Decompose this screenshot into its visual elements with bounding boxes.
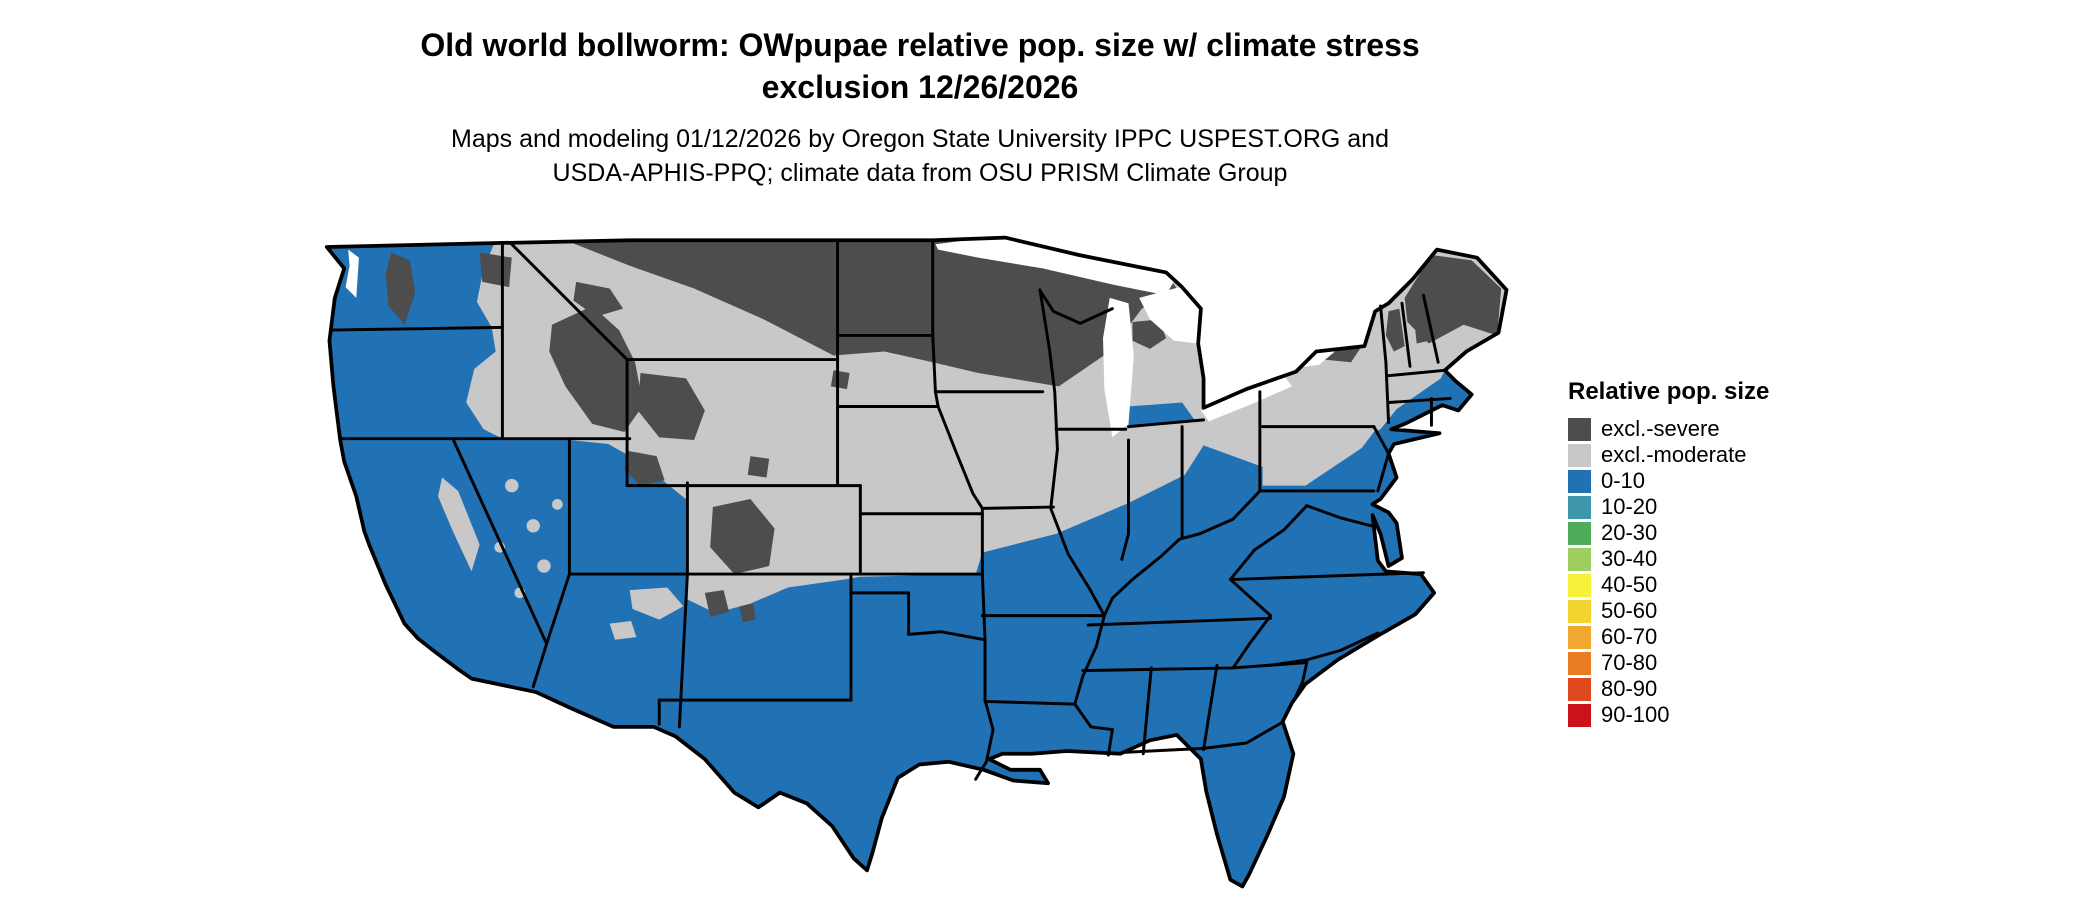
legend-item: 0-10: [1568, 468, 1868, 494]
map-title: Old world bollworm: OWpupae relative pop…: [0, 24, 1840, 108]
legend-item: 70-80: [1568, 650, 1868, 676]
legend-label: excl.-moderate: [1601, 442, 1747, 467]
legend-item: 50-60: [1568, 598, 1868, 624]
legend-swatch: [1568, 599, 1591, 623]
map-subtitle-line2: USDA-APHIS-PPQ; climate data from OSU PR…: [552, 159, 1288, 187]
state-borders: [329, 238, 1452, 781]
legend-title: Relative pop. size: [1568, 378, 1770, 405]
puget-sound: [345, 249, 359, 298]
legend-item: 40-50: [1568, 572, 1868, 598]
legend-label: 10-20: [1601, 494, 1658, 519]
legend-item: 90-100: [1568, 702, 1868, 728]
map-subtitle: Maps and modeling 01/12/2026 by Oregon S…: [0, 122, 1840, 190]
legend-item: 30-40: [1568, 546, 1868, 572]
great-lakes: [345, 236, 1335, 438]
legend-swatch: [1568, 625, 1591, 649]
legend-label: 60-70: [1601, 624, 1658, 649]
legend-item: 20-30: [1568, 520, 1868, 546]
us-map-svg: [324, 235, 1509, 889]
lake-superior: [935, 236, 1177, 296]
us-outline: [324, 235, 1509, 889]
legend-item: 10-20: [1568, 494, 1868, 520]
legend-swatch: [1568, 547, 1591, 571]
legend-swatch: [1568, 651, 1591, 675]
lake-ontario: [1267, 348, 1335, 371]
legend-label: excl.-severe: [1601, 416, 1720, 441]
lake-huron: [1139, 287, 1204, 344]
legend-label: 0-10: [1601, 468, 1646, 493]
excluded-severe-region: [385, 240, 1502, 623]
legend-label: 40-50: [1601, 572, 1658, 597]
legend-item: 60-70: [1568, 624, 1868, 650]
legend-swatch: [1568, 469, 1591, 493]
population-0-10-accents: [1109, 402, 1196, 427]
legend-label: 90-100: [1601, 702, 1670, 727]
legend-item: excl.-severe: [1568, 416, 1868, 442]
map-legend: Relative pop. size excl.-severe excl.-mo…: [1568, 378, 1868, 728]
legend-swatch: [1568, 443, 1591, 467]
lake-erie: [1200, 375, 1293, 422]
legend-item: 80-90: [1568, 676, 1868, 702]
legend-label: 50-60: [1601, 598, 1658, 623]
legend-swatch: [1568, 495, 1591, 519]
legend-label: 70-80: [1601, 650, 1658, 675]
map-subtitle-line1: Maps and modeling 01/12/2026 by Oregon S…: [451, 125, 1389, 153]
legend-swatch: [1568, 703, 1591, 727]
legend-swatch: [1568, 417, 1591, 441]
legend-label: 30-40: [1601, 546, 1658, 571]
legend-swatch: [1568, 521, 1591, 545]
us-choropleth-map: [308, 228, 1528, 892]
legend-label: 20-30: [1601, 520, 1658, 545]
map-title-line2: exclusion 12/26/2026: [761, 69, 1079, 105]
lake-michigan: [1103, 297, 1134, 438]
legend-label: 80-90: [1601, 676, 1658, 701]
map-title-line1: Old world bollworm: OWpupae relative pop…: [420, 27, 1420, 63]
legend-swatch: [1568, 677, 1591, 701]
legend-item: excl.-moderate: [1568, 442, 1868, 468]
legend-swatch: [1568, 573, 1591, 597]
